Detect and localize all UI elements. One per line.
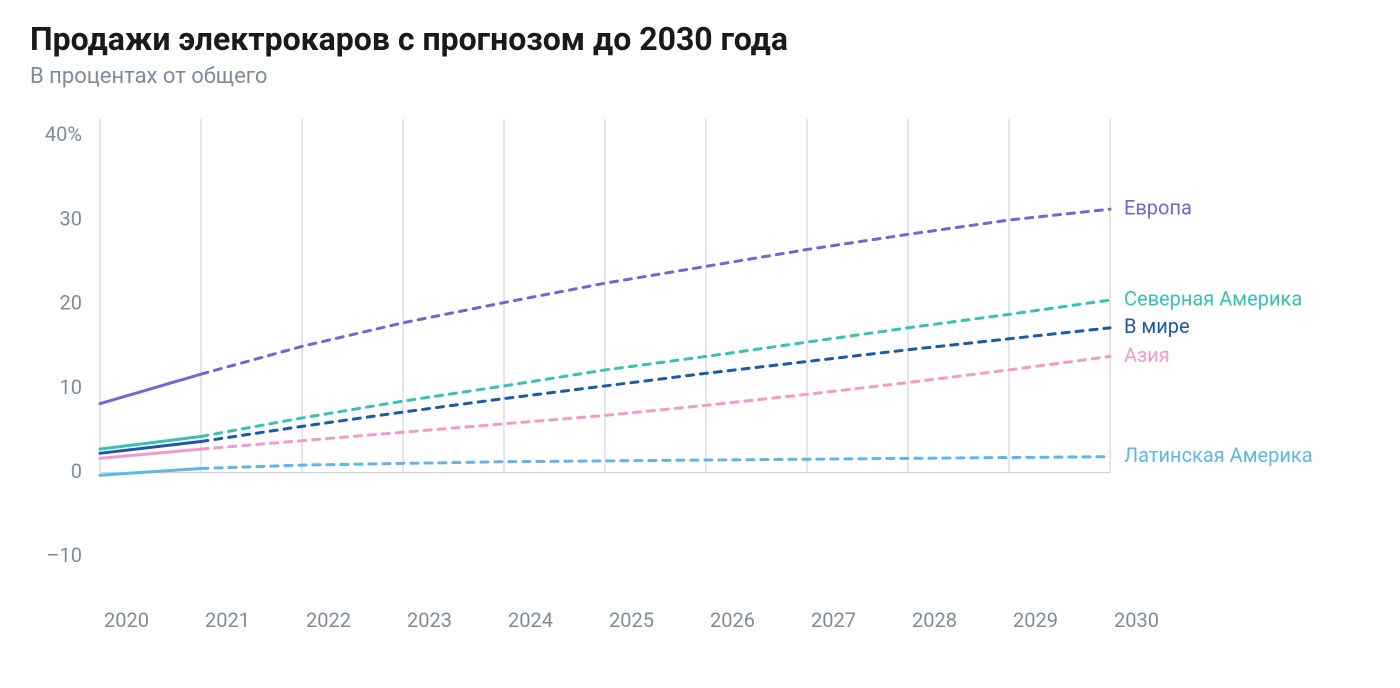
series-line-dashed-europe (201, 209, 1110, 374)
series-label-asia: Азия (1124, 343, 1170, 367)
x-tick-label: 2021 (205, 608, 250, 632)
y-tick-label: –10 (46, 543, 82, 567)
series-label-latin_america: Латинская Америка (1124, 443, 1313, 467)
series-line-solid-europe (100, 374, 201, 403)
series-line-solid-latin_america (100, 468, 201, 475)
series-label-europe: Европа (1124, 195, 1192, 219)
series-line-dashed-latin_america (201, 457, 1110, 469)
x-tick-label: 2023 (407, 608, 452, 632)
y-tick-label: 10 (60, 375, 82, 399)
x-tick-label: 2027 (811, 608, 856, 632)
x-tick-label: 2024 (508, 608, 553, 632)
y-tick-label: 0 (71, 459, 82, 483)
x-tick-label: 2022 (306, 608, 351, 632)
x-tick-label: 2028 (912, 608, 957, 632)
x-tick-label: 2026 (710, 608, 755, 632)
series-label-north_america: Северная Америка (1124, 286, 1302, 310)
series-line-dashed-world (201, 328, 1110, 442)
x-tick-label: 2029 (1013, 608, 1058, 632)
y-tick-label: 20 (60, 291, 82, 315)
x-tick-label: 2030 (1114, 608, 1159, 632)
chart-subtitle: В процентах от общего (30, 64, 1370, 89)
series-label-world: В мире (1124, 314, 1190, 338)
series-line-dashed-asia (201, 356, 1110, 449)
line-chart: –10010203040%202020212022202320242025202… (30, 119, 1370, 679)
y-tick-label: 30 (60, 206, 82, 230)
x-tick-label: 2025 (609, 608, 654, 632)
y-tick-label: 40% (45, 122, 82, 146)
series-line-dashed-north_america (201, 300, 1110, 436)
x-tick-label: 2020 (104, 608, 149, 632)
chart-title: Продажи электрокаров с прогнозом до 2030… (30, 20, 1370, 58)
